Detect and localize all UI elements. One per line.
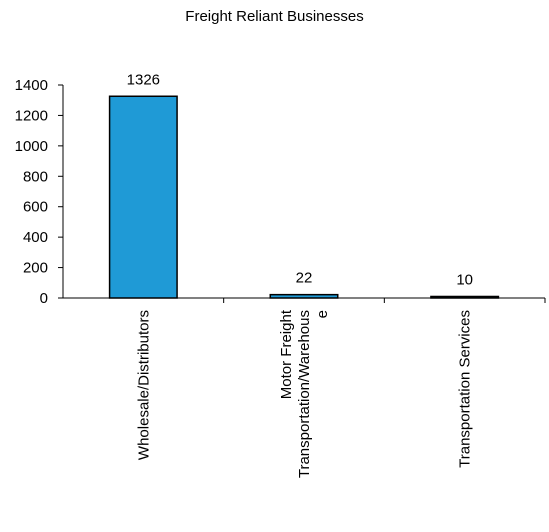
x-tick-label-line: Wholesale/Distributors — [135, 310, 152, 460]
x-tick-label: Transportation Services — [457, 310, 474, 468]
bars: 1326 22 10 — [108, 71, 500, 299]
y-axis: 0 200 400 600 800 1000 1200 1400 — [15, 77, 64, 307]
x-tick-label: Motor Freight Transportation/Warehous e — [278, 309, 331, 478]
x-tick-label: Wholesale/Distributors — [135, 310, 152, 460]
y-tick-label: 0 — [40, 290, 48, 307]
bar — [269, 293, 339, 299]
y-tick-label: 800 — [23, 168, 48, 185]
data-label: 1326 — [127, 71, 160, 88]
y-tick-label: 400 — [23, 229, 48, 246]
x-tick-label-line: Motor Freight — [278, 309, 295, 399]
data-label: 22 — [296, 270, 313, 287]
y-tick-label: 1400 — [15, 77, 48, 94]
bar — [108, 95, 178, 299]
chart-title: Freight Reliant Businesses — [185, 8, 364, 25]
x-axis: Wholesale/Distributors Motor Freight Trans… — [63, 297, 546, 478]
x-tick-label-line: Transportation Services — [457, 310, 474, 468]
x-tick-label-line: e — [314, 310, 331, 318]
x-tick-label-line: Transportation/Warehous — [296, 310, 313, 478]
y-tick-label: 1000 — [15, 138, 48, 155]
y-tick-label: 600 — [23, 199, 48, 216]
data-label: 10 — [456, 271, 473, 288]
y-tick-label: 1200 — [15, 107, 48, 124]
y-tick-label: 200 — [23, 260, 48, 277]
